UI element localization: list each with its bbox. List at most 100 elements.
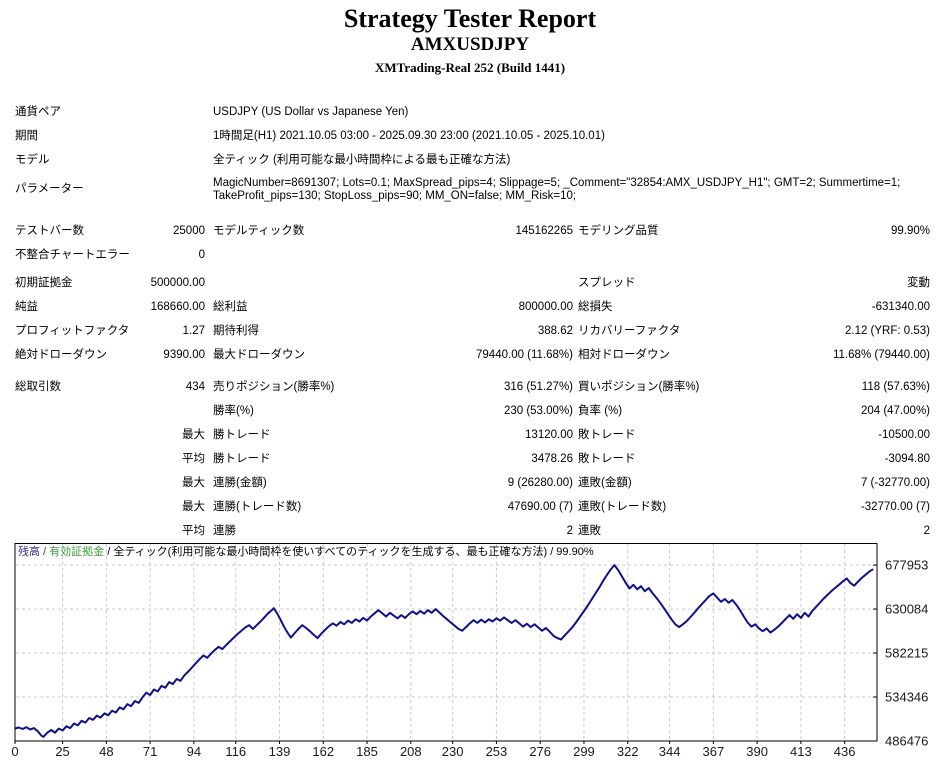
- stat-value: [120, 177, 205, 210]
- stat-label: [15, 471, 120, 495]
- stat-row: プロフィットファクタ 1.27 期待利得 388.62 リカバリーファクタ 2.12 (Y…: [15, 319, 930, 343]
- stat-value: [440, 271, 573, 295]
- x-axis-tick-label: 48: [99, 744, 113, 759]
- stat-row: 純益 168660.00 総利益 800000.00 総損失 -631340.00: [15, 295, 930, 319]
- stat-label: 絶対ドローダウン: [15, 349, 107, 361]
- col-gap: [205, 423, 213, 447]
- stat-value: [120, 124, 205, 148]
- stat-value: 79440.00 (11.68%): [476, 349, 573, 361]
- col-gap: [205, 495, 213, 519]
- stat-value: [120, 399, 205, 423]
- y-axis-tick-label: 677953: [885, 558, 928, 573]
- stat-value: 0: [198, 249, 205, 261]
- col-gap: [205, 471, 213, 495]
- col-gap: [205, 243, 213, 267]
- stat-label: モデルティック数: [213, 225, 305, 237]
- stat-label: 純益: [15, 301, 38, 313]
- x-axis-tick-label: 276: [529, 744, 551, 759]
- x-axis-tick-label: 71: [143, 744, 157, 759]
- equity-curve-svg: 0 25 48 71 94 116 139 162 185 208 230 253 276 299 322 3…: [11, 543, 928, 759]
- page-title: Strategy Tester Report: [343, 4, 597, 33]
- stat-label: [15, 495, 120, 519]
- stat-label: プロフィットファクタ: [15, 325, 130, 337]
- stat-label: 不整合チャートエラー: [15, 249, 130, 261]
- broker-info: XMTrading-Real 252 (Build 1441): [374, 60, 566, 75]
- stat-value: 平均: [182, 525, 205, 537]
- stat-value: [760, 243, 930, 267]
- stat-value: 最大: [182, 429, 205, 441]
- col-gap: [205, 148, 213, 172]
- stat-label: [213, 271, 440, 295]
- stat-label: 買いポジション(勝率%): [578, 381, 700, 393]
- chart-border: [14, 543, 878, 742]
- stat-value: 230 (53.00%): [503, 405, 573, 417]
- stat-label: モデル: [15, 154, 50, 166]
- stat-value: 99.90%: [890, 225, 930, 237]
- x-axis-tick-label: 436: [834, 744, 856, 759]
- stat-label: 連敗(金額): [578, 477, 632, 489]
- stat-value: 13120.00: [525, 429, 573, 441]
- x-axis-tick-label: 162: [312, 744, 334, 759]
- x-axis-tick-label: 253: [486, 744, 508, 759]
- legend-equity-label: 有効証拠金: [49, 546, 105, 558]
- stat-value: [440, 243, 573, 267]
- col-gap: [205, 375, 213, 399]
- stat-label: 連敗(トレード数): [578, 501, 667, 513]
- parameters-line: MagicNumber=8691307; Lots=0.1; MaxSpread…: [213, 177, 901, 189]
- col-gap: [205, 271, 213, 295]
- stat-label: 期待利得: [213, 325, 259, 337]
- stat-row: テストバー数 25000 モデルティック数 145162265 モデリング品質 99.90…: [15, 219, 930, 243]
- stat-value: -32770.00 (7): [860, 501, 930, 513]
- stat-label: 連勝(トレード数): [213, 501, 302, 513]
- stat-row: 平均 連勝 2 連敗 2: [15, 519, 930, 543]
- stat-label: [15, 423, 120, 447]
- y-axis-tick-label: 630084: [885, 602, 928, 617]
- stat-label: 敗トレード: [578, 453, 636, 465]
- stat-label: モデリング品質: [578, 225, 659, 237]
- col-gap: [205, 399, 213, 423]
- stat-value: 変動: [907, 277, 930, 289]
- stat-label: [213, 243, 440, 267]
- stat-value: 145162265: [515, 225, 573, 237]
- legend-model-text: / 全ティック(利用可能な最小時間枠を使いすべてのティックを生成する、最も正確な…: [104, 546, 594, 558]
- stat-value: 11.68% (79440.00): [833, 349, 930, 361]
- stat-row: 最大 勝トレード 13120.00 敗トレード -10500.00: [15, 423, 930, 447]
- stat-label: 総取引数: [15, 381, 61, 393]
- stat-label: 初期証拠金: [15, 277, 73, 289]
- stat-value: -631340.00: [871, 301, 930, 313]
- stat-label: 売りポジション(勝率%): [213, 381, 335, 393]
- stat-label: 勝率(%): [213, 405, 254, 417]
- x-axis-tick-label: 139: [269, 744, 291, 759]
- balance-curve-line: [14, 564, 874, 738]
- stat-value: -3094.80: [884, 453, 930, 465]
- stat-row: 不整合チャートエラー 0: [15, 243, 930, 267]
- stat-label: 相対ドローダウン: [578, 349, 670, 361]
- x-axis-tick-label: 116: [225, 744, 246, 759]
- stat-value: 9390.00: [163, 349, 205, 361]
- stat-value-wide: 1時間足(H1) 2021.10.05 03:00 - 2025.09.30 2…: [213, 130, 605, 142]
- stat-row: パラメーター MagicNumber=8691307; Lots=0.1; Max…: [15, 172, 930, 210]
- x-axis-tick-label: 390: [746, 744, 768, 759]
- x-axis-tick-label: 367: [703, 744, 725, 759]
- x-axis-tick-label: 25: [55, 744, 69, 759]
- stat-value: 316 (51.27%): [503, 381, 573, 393]
- stat-row: 最大 連勝(トレード数) 47690.00 (7) 連敗(トレード数) -32770.0…: [15, 495, 930, 519]
- stat-label: 連勝: [213, 525, 236, 537]
- y-axis-tick-label: 486476: [885, 734, 928, 749]
- stat-label: 総利益: [213, 301, 248, 313]
- stat-label: 期間: [15, 130, 38, 142]
- stat-label: [15, 447, 120, 471]
- stat-value: 500000.00: [150, 277, 205, 289]
- stat-value-wide: USDJPY (US Dollar vs Japanese Yen): [213, 106, 409, 118]
- stat-label: [15, 519, 120, 543]
- stat-label: スプレッド: [578, 277, 636, 289]
- stat-label: パラメーター: [15, 183, 84, 195]
- report-symbol: AMXUSDJPY: [410, 34, 530, 55]
- x-axis-tick-label: 344: [659, 744, 681, 759]
- stat-label: 通貨ペア: [15, 106, 61, 118]
- x-axis-tick-label: 208: [400, 744, 422, 759]
- table-section-gap: [15, 367, 930, 375]
- stat-value: 434: [185, 381, 205, 393]
- stat-value-wide: 全ティック (利用可能な最小時間枠による最も正確な方法): [213, 154, 511, 166]
